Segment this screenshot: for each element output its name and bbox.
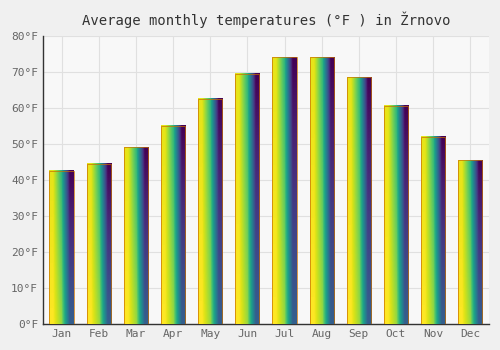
Bar (198, 99, 222, 324)
Bar (124, 147, 148, 324)
Bar (421, 136, 445, 324)
Bar (347, 77, 371, 324)
Title: Average monthly temperatures (°F ) in Žrnovo: Average monthly temperatures (°F ) in Žr… (82, 11, 450, 28)
Bar (161, 126, 185, 324)
Bar (384, 106, 408, 324)
Bar (236, 74, 260, 324)
Bar (272, 57, 296, 324)
Bar (458, 160, 482, 324)
Bar (50, 171, 74, 324)
Bar (86, 164, 111, 324)
Bar (310, 57, 334, 324)
